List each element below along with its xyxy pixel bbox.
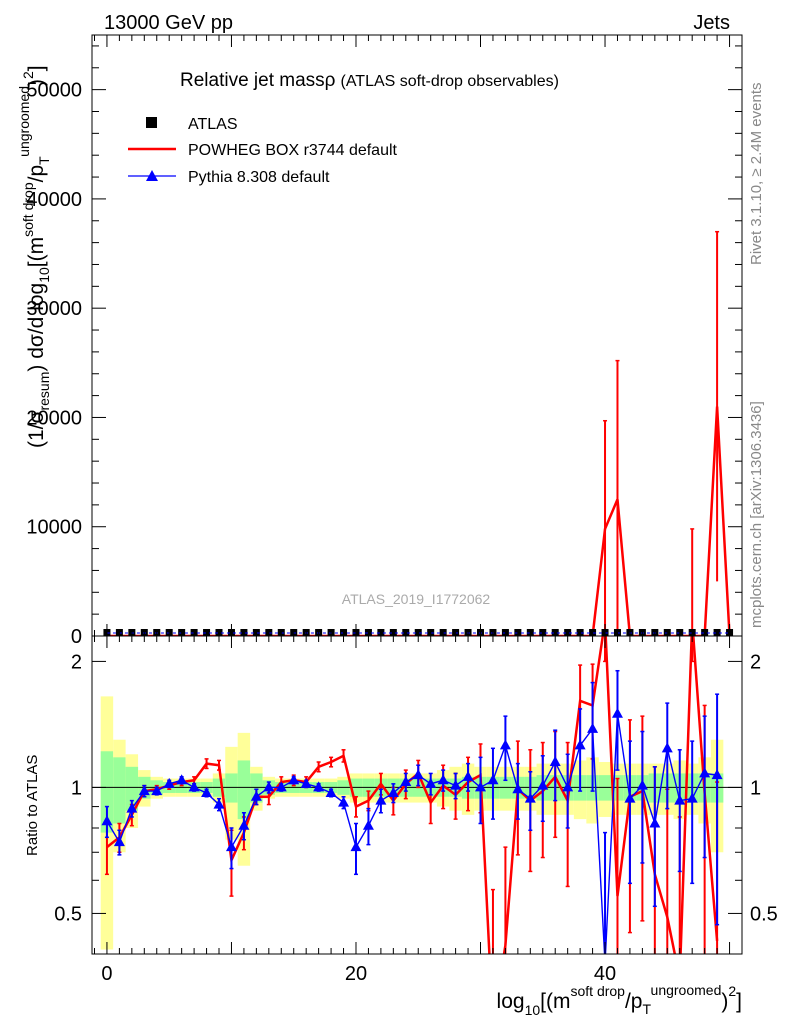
main-y-tick-label: 0 [71, 626, 82, 648]
ratio-pythia-point [574, 739, 586, 750]
ratio-pythia-point [313, 781, 325, 792]
legend-marker-atlas [146, 117, 157, 128]
main-y-tick-label: 50000 [26, 80, 82, 102]
ratio-panel-content [92, 636, 742, 954]
ratio-pythia-point [624, 792, 636, 803]
ratio-pythia-point [562, 781, 574, 792]
ratio-pythia-point [151, 785, 163, 796]
ratio-pythia-point [400, 776, 412, 787]
ratio-pythia-point [213, 798, 225, 809]
ratio-pythia-point [549, 756, 561, 767]
ratio-pythia-point [101, 815, 113, 826]
x-tick-label: 40 [594, 963, 616, 985]
ratio-pythia-point [338, 796, 350, 807]
main-y-tick-label: 40000 [26, 189, 82, 211]
ratio-y-axis-label: Ratio to ATLAS [24, 755, 41, 856]
ratio-pythia-point [487, 774, 499, 785]
main-y-tick-label: 30000 [26, 298, 82, 320]
x-axis-label: log10[(msoft drop/pTungroomed)2] [497, 982, 742, 1018]
mcplots-credit-text: mcplots.cern.ch [arXiv:1306.3436] [748, 401, 765, 628]
main-y-axis-label: (1/σresum) dσ/d log10[(msoft drop/pTungr… [16, 65, 52, 448]
ratio-pythia-point [138, 785, 150, 796]
main-y-tick-label: 20000 [26, 407, 82, 429]
ratio-pythia-point [674, 794, 686, 805]
ratio-pythia-point [437, 774, 449, 785]
legend-label-atlas: ATLAS [188, 116, 238, 133]
ratio-pythia-point [412, 769, 424, 780]
legend-label-pythia: Pythia 8.308 default [188, 169, 330, 186]
ratio-pythia-point [512, 783, 524, 794]
ratio-pythia-point [325, 786, 337, 797]
x-tick-label: 0 [101, 963, 112, 985]
header-left: 13000 GeV pp [104, 12, 233, 34]
ratio-y-tick-label-right: 1 [750, 777, 761, 799]
ratio-pythia-point [176, 774, 188, 785]
ratio-pythia-point [275, 781, 287, 792]
ratio-band-inner [237, 760, 251, 820]
ratio-pythia-point [387, 786, 399, 797]
ratio-y-tick-label-left: 2 [71, 651, 82, 673]
ratio-y-tick-label-left: 0.5 [54, 903, 82, 925]
main-powheg-line [106, 406, 731, 636]
ratio-pythia-point [499, 739, 511, 750]
analysis-watermark: ATLAS_2019_I1772062 [342, 591, 491, 607]
axes-layer: 0 20 40 0 10000 20000 30000 40000 50000 0.5 0.5 1 1 2… [26, 35, 778, 985]
ratio-pythia-point [163, 777, 175, 788]
ratio-pythia-point [699, 767, 711, 778]
ratio-pythia-point [225, 841, 237, 852]
legend-label-powheg: POWHEG BOX r3744 default [188, 142, 398, 159]
ratio-pythia-point [250, 790, 262, 801]
ratio-band-inner [100, 751, 114, 833]
ratio-pythia-point [300, 777, 312, 788]
ratio-band-inner [113, 757, 126, 824]
ratio-powheg-line [106, 636, 719, 954]
ratio-pythia-point [425, 777, 437, 788]
ratio-pythia-point [126, 802, 138, 813]
x-tick-label: 20 [345, 963, 367, 985]
ratio-pythia-point [537, 779, 549, 790]
ratio-pythia-point [649, 817, 661, 828]
ratio-pythia-point [636, 779, 648, 790]
ratio-pythia-point [263, 781, 275, 792]
legend: ATLAS POWHEG BOX r3744 default Pythia 8.… [128, 116, 398, 186]
ratio-pythia-point [462, 770, 474, 781]
ratio-band-inner [225, 773, 238, 803]
ratio-pythia-point [587, 722, 599, 733]
ratio-pythia-point [450, 779, 462, 790]
ratio-y-tick-label-right: 0.5 [750, 903, 778, 925]
main-panel-content [103, 230, 734, 636]
ratio-pythia-point [686, 792, 698, 803]
ratio-pythia-point [611, 707, 623, 718]
main-y-tick-label: 10000 [26, 517, 82, 539]
ratio-pythia-point [350, 841, 362, 852]
rivet-version-text: Rivet 3.1.10, ≥ 2.4M events [748, 83, 765, 266]
ratio-pythia-point [375, 794, 387, 805]
ratio-panel-frame [91, 635, 743, 955]
ratio-band-inner [250, 773, 263, 803]
ratio-pythia-point [524, 792, 536, 803]
ratio-y-tick-label-right: 2 [750, 651, 761, 673]
ratio-pythia-point [288, 774, 300, 785]
ratio-band-inner [125, 766, 139, 811]
ratio-pythia-point [201, 786, 213, 797]
ratio-pythia-point [711, 769, 723, 780]
header-right: Jets [693, 12, 730, 34]
ratio-pythia-point [661, 742, 673, 753]
ratio-y-tick-label-left: 1 [71, 777, 82, 799]
ratio-pythia-point [362, 819, 374, 830]
ratio-pythia-point [238, 819, 250, 830]
ratio-pythia-point [188, 781, 200, 792]
legend-marker-pythia [146, 170, 158, 181]
ratio-pythia-point [475, 781, 487, 792]
ratio-pythia-point [113, 836, 125, 847]
plot-title: Relative jet massρ (ATLAS soft-drop obser… [180, 70, 559, 91]
